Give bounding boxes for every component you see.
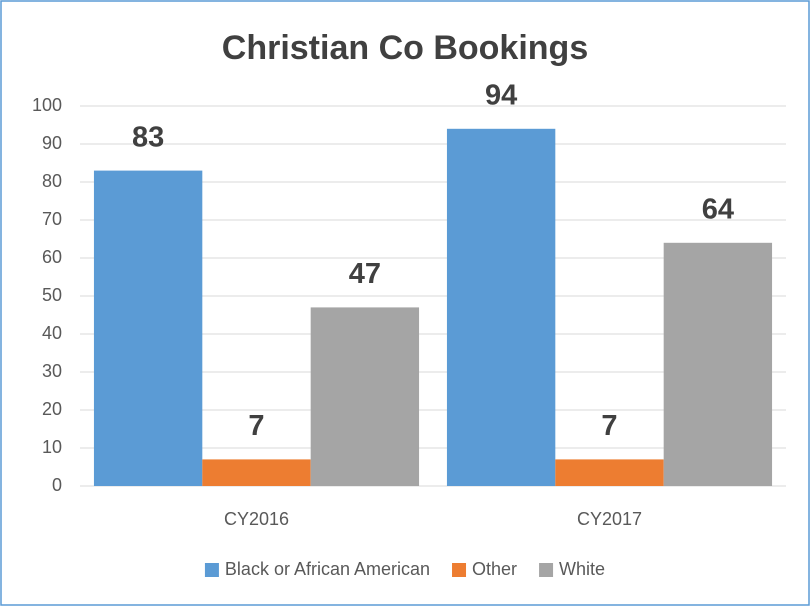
- y-tick-label: 40: [42, 323, 62, 343]
- y-tick-label: 60: [42, 247, 62, 267]
- y-tick-label: 10: [42, 437, 62, 457]
- legend: Black or African American Other White: [204, 559, 605, 579]
- chart-title: Christian Co Bookings: [222, 29, 588, 67]
- y-tick-label: 50: [42, 285, 62, 305]
- y-tick-label: 30: [42, 361, 62, 381]
- legend-label: White: [559, 559, 605, 579]
- legend-swatch: [539, 563, 554, 577]
- bar: [202, 459, 311, 486]
- legend-swatch: [452, 563, 467, 577]
- bar: [446, 128, 556, 487]
- bar: [310, 307, 420, 486]
- legend-label: Black or African American: [225, 559, 430, 579]
- bar: [555, 459, 664, 486]
- y-tick-label: 80: [42, 171, 62, 191]
- y-tick-label: 20: [42, 399, 62, 419]
- y-tick-label: 100: [32, 95, 62, 115]
- data-label: 7: [601, 410, 617, 442]
- data-label: 94: [485, 79, 517, 111]
- data-label: 83: [132, 121, 164, 153]
- data-label: 7: [248, 410, 264, 442]
- y-tick-label: 70: [42, 209, 62, 229]
- y-tick-label: 0: [52, 475, 62, 495]
- legend-swatch: [204, 563, 219, 577]
- bar: [93, 170, 203, 486]
- legend-label: Other: [472, 559, 517, 579]
- data-label: 47: [349, 258, 381, 290]
- y-tick-label: 90: [42, 133, 62, 153]
- x-tick-label: CY2017: [577, 509, 642, 529]
- bar: [663, 242, 773, 486]
- data-label: 64: [702, 193, 734, 225]
- x-tick-label: CY2016: [224, 509, 289, 529]
